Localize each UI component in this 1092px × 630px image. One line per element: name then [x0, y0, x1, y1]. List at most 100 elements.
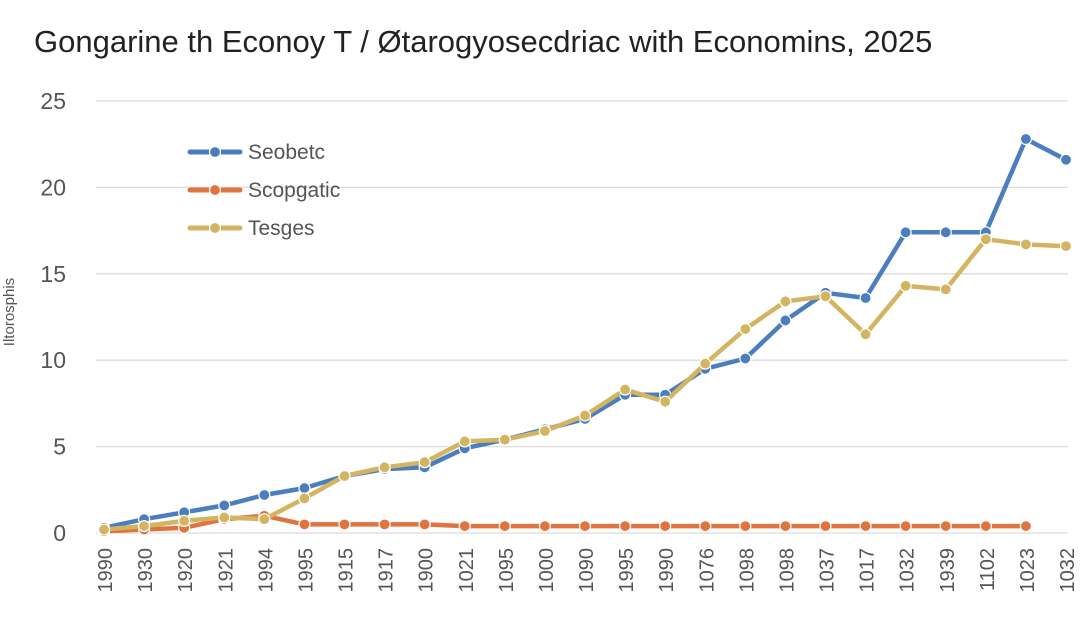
legend-swatch-marker	[208, 183, 222, 197]
x-tick-label: 1095	[496, 548, 518, 593]
y-tick-label: 25	[40, 88, 66, 114]
legend-label: Tesges	[248, 217, 315, 240]
data-point	[618, 383, 632, 396]
x-tick-label: 1098	[736, 548, 758, 593]
legend-swatch-marker	[208, 145, 222, 159]
data-point	[378, 518, 391, 531]
y-axis-label: Iltorosphis	[1, 278, 18, 346]
x-tick-label: 1032	[897, 548, 919, 593]
data-point	[258, 513, 271, 526]
data-point	[538, 424, 552, 438]
data-point	[97, 523, 111, 536]
data-point	[739, 322, 752, 336]
data-point	[659, 519, 672, 533]
data-point	[178, 514, 191, 528]
data-point	[779, 295, 792, 308]
data-point	[538, 519, 552, 533]
legend-swatch-marker	[208, 221, 222, 235]
data-point	[418, 456, 431, 469]
x-tick-label: 1930	[135, 548, 157, 593]
y-tick-label: 15	[40, 261, 66, 287]
data-point	[859, 328, 872, 341]
data-point	[859, 291, 872, 305]
data-point	[1019, 519, 1033, 533]
x-tick-label: 1023	[1017, 548, 1039, 593]
data-point	[218, 499, 231, 512]
data-point	[699, 519, 712, 533]
x-tick-label: 1915	[336, 548, 358, 593]
data-point	[1059, 240, 1073, 253]
x-axis-ticks: 1990 1930 1920 1921 1994 1995 1915 1917 1900 1021…	[95, 548, 1079, 593]
series-1	[97, 132, 1073, 534]
grid-lines	[96, 100, 1068, 534]
data-point	[418, 518, 431, 531]
x-tick-label: 1990	[656, 548, 678, 593]
series-line	[101, 513, 1029, 534]
data-point	[298, 492, 311, 505]
x-tick-label: 1900	[416, 548, 438, 593]
x-tick-label: 1990	[95, 548, 117, 593]
data-point	[137, 519, 151, 533]
data-point	[819, 519, 832, 533]
x-tick-label: 1994	[255, 548, 277, 593]
data-point	[298, 481, 311, 495]
x-tick-label: 1920	[175, 548, 197, 593]
x-tick-label: 1037	[817, 548, 839, 593]
data-point	[979, 233, 992, 246]
data-point	[258, 488, 271, 502]
series-2	[97, 509, 1033, 538]
data-point	[1019, 132, 1033, 146]
data-point	[819, 290, 832, 303]
data-point	[899, 519, 912, 533]
data-point	[338, 469, 351, 483]
x-tick-label: 1076	[696, 548, 718, 593]
x-tick-label: 1098	[776, 548, 798, 593]
x-tick-label: 1090	[576, 548, 598, 593]
data-point	[939, 283, 952, 296]
data-point	[498, 433, 511, 446]
y-axis-ticks: 0 5 10 15 20 25	[40, 88, 66, 546]
data-point	[779, 314, 792, 327]
data-point	[1019, 238, 1033, 251]
x-tick-label: 1032	[1057, 548, 1079, 593]
data-point	[298, 518, 311, 531]
data-point	[699, 357, 712, 370]
data-point	[578, 519, 592, 533]
data-point	[979, 519, 992, 533]
x-tick-label: 1995	[295, 548, 317, 593]
y-tick-label: 0	[53, 520, 66, 546]
data-point	[739, 352, 752, 365]
y-tick-label: 5	[53, 434, 66, 460]
data-point	[1059, 153, 1073, 166]
x-tick-label: 1995	[616, 548, 638, 593]
data-point	[899, 226, 912, 239]
legend-label: Seobetc	[248, 141, 325, 164]
data-point	[939, 226, 952, 239]
legend-label: Scopgatic	[248, 179, 340, 202]
x-tick-label: 1021	[456, 548, 478, 593]
data-point	[899, 279, 912, 292]
y-tick-label: 10	[40, 347, 66, 373]
x-tick-label: 1939	[937, 548, 959, 593]
data-point	[498, 519, 511, 533]
chart-title: Gongarine th Econoy T / Øtarogyosecdriac…	[34, 24, 933, 59]
y-tick-label: 20	[40, 174, 66, 200]
x-tick-label: 1017	[857, 548, 879, 593]
series-line	[101, 236, 1069, 532]
x-tick-label: 1921	[215, 548, 237, 593]
x-tick-label: 1102	[977, 548, 999, 591]
data-point	[338, 518, 351, 531]
series-layer	[97, 132, 1073, 538]
x-tick-label: 1917	[376, 548, 398, 593]
data-point	[458, 519, 471, 533]
legend: Seobetc Scopgatic Tesges	[187, 141, 340, 240]
x-tick-label: 1000	[536, 548, 558, 593]
data-point	[218, 511, 231, 524]
data-point	[458, 435, 471, 448]
data-point	[739, 519, 752, 533]
data-point	[618, 519, 632, 533]
series-3	[97, 233, 1073, 536]
data-point	[578, 409, 592, 422]
data-point	[939, 519, 952, 533]
